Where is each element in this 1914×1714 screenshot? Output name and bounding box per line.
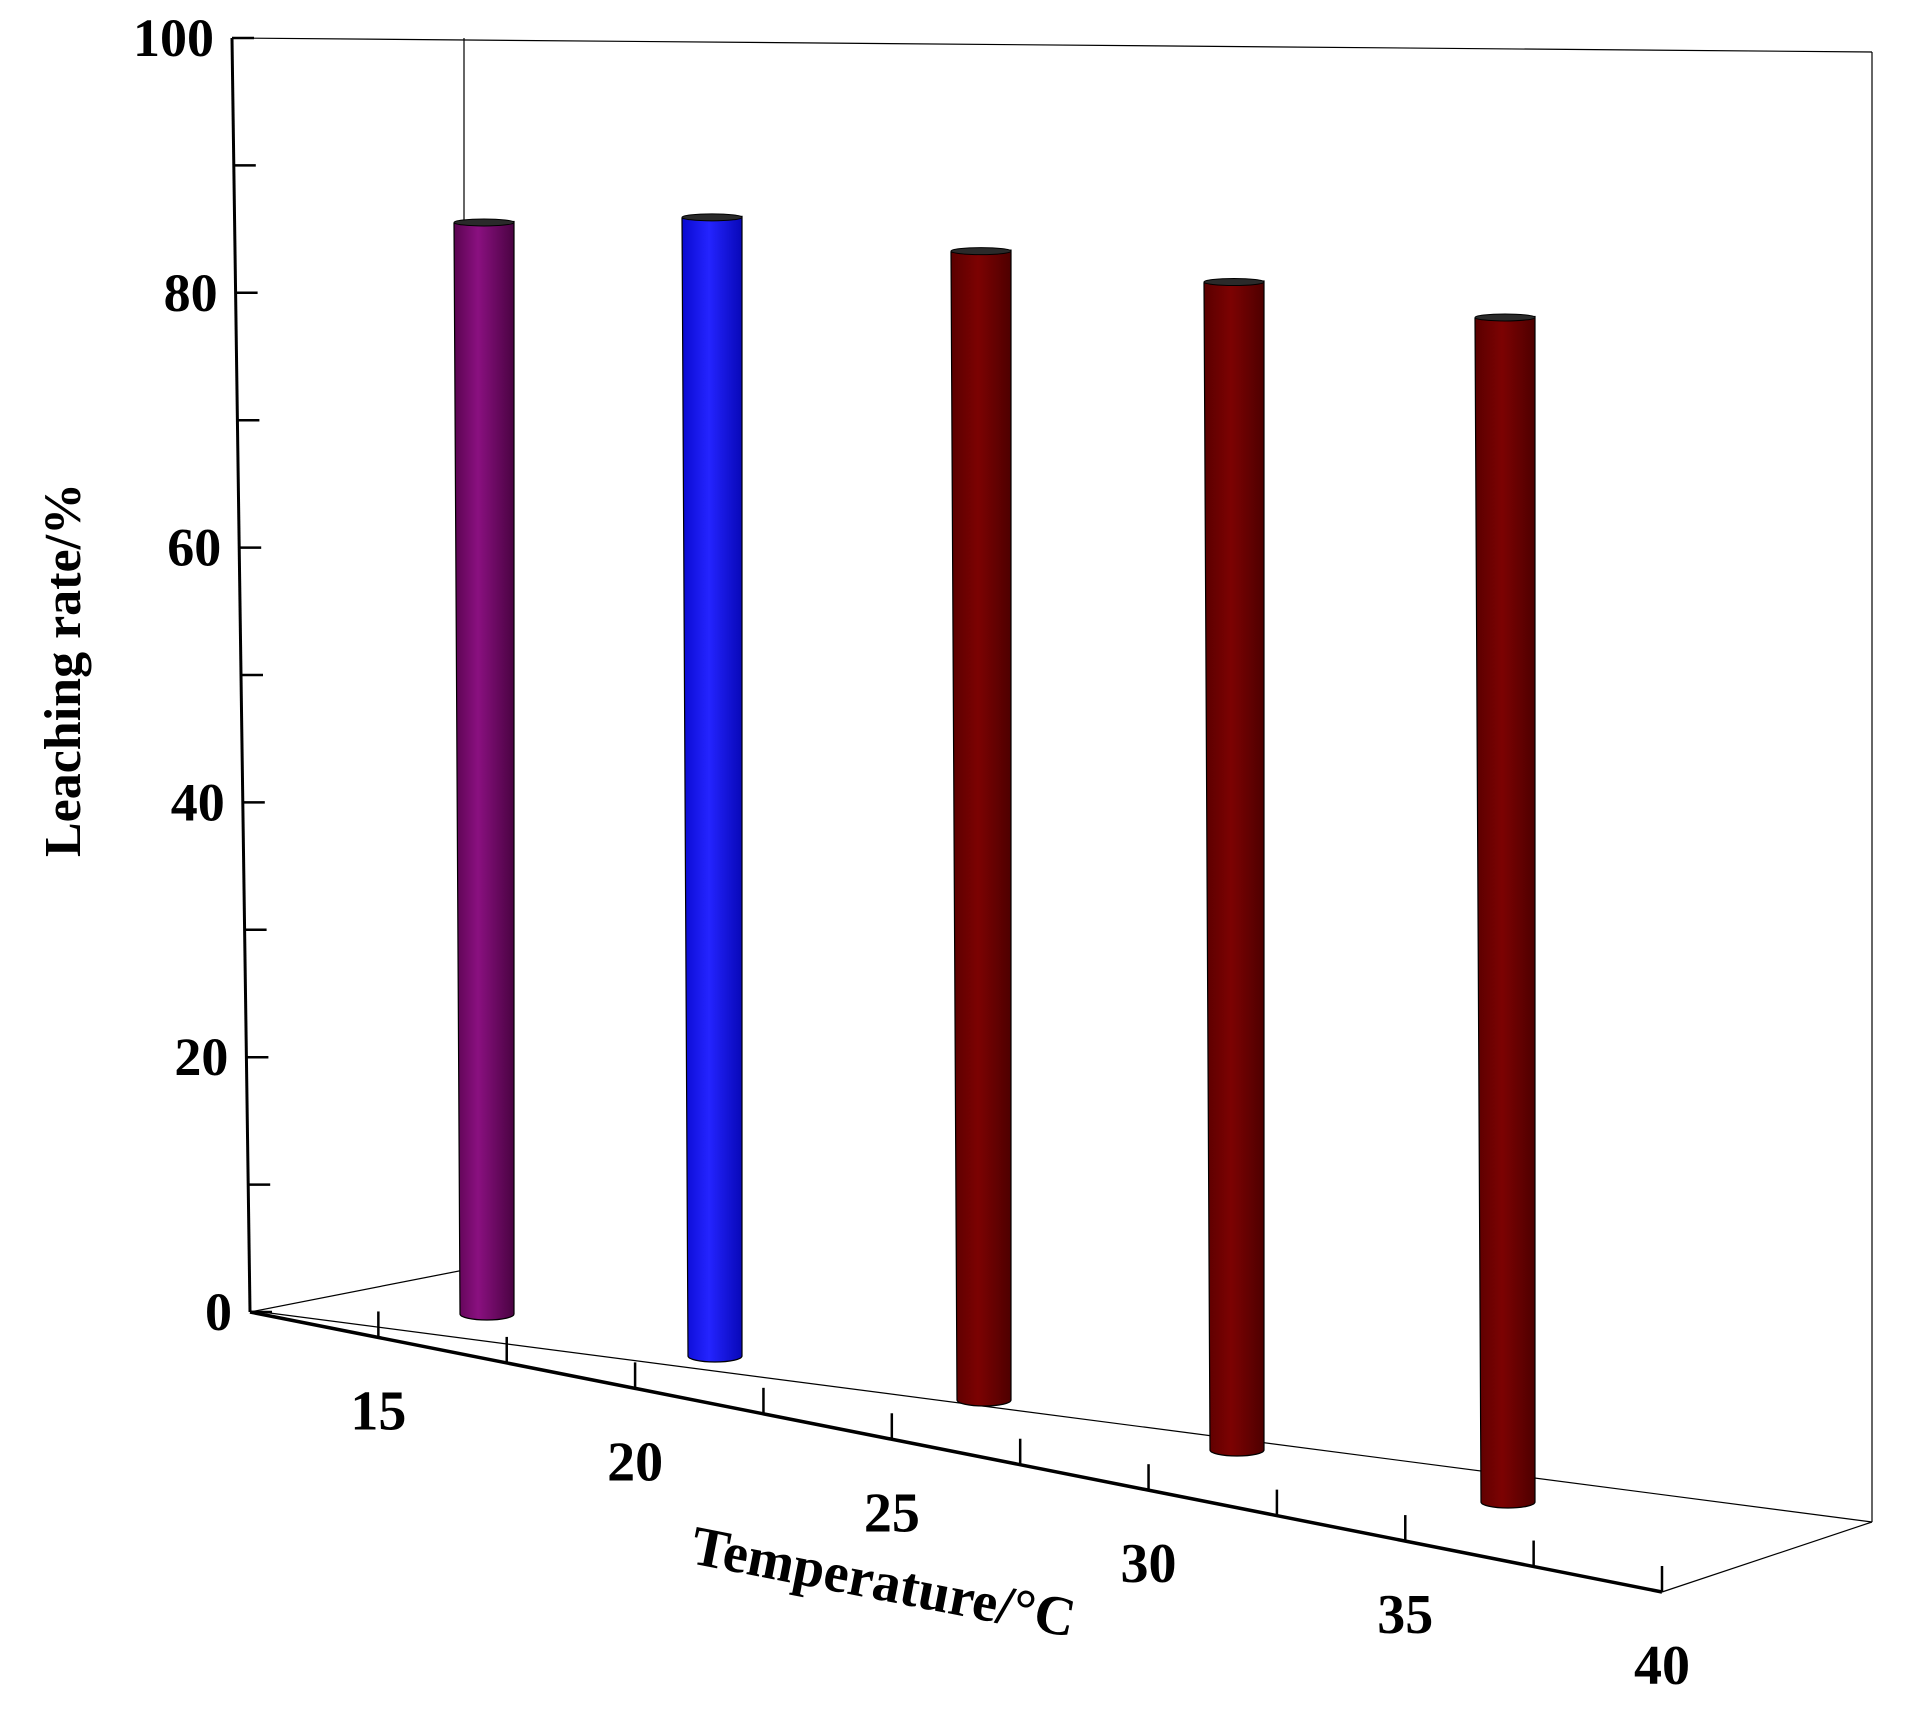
back-top-edge xyxy=(231,37,1873,53)
bar-25 xyxy=(950,247,1012,1407)
bars xyxy=(453,213,1536,1509)
bar-35 xyxy=(1474,313,1536,1509)
x-tick-label: 25 xyxy=(864,1482,920,1544)
x-axis-line xyxy=(249,1310,1663,1594)
bar-top-cap xyxy=(681,213,743,222)
y-tick-label: 40 xyxy=(171,772,225,832)
x-tick-label: 20 xyxy=(607,1431,663,1493)
y-tick-label: 0 xyxy=(205,1282,232,1342)
y-axis-ticks: 0 20 40 60 80 100 xyxy=(133,8,272,1342)
y-axis-title: Leaching rate/% xyxy=(35,483,92,857)
x-tick-label: 30 xyxy=(1121,1533,1177,1595)
x-tick-label: 15 xyxy=(350,1380,406,1442)
bar-15 xyxy=(453,218,515,1321)
y-tick-label: 100 xyxy=(133,8,214,68)
bar-body xyxy=(453,220,515,1321)
floor-left-edge xyxy=(249,1269,465,1313)
bar-top-cap xyxy=(453,218,515,227)
floor-right-edge xyxy=(1661,1521,1873,1593)
x-axis-ticks: 15 20 25 30 35 40 xyxy=(350,1311,1690,1697)
bar-body xyxy=(1474,315,1536,1509)
bar-body xyxy=(681,215,743,1363)
bar-body xyxy=(950,249,1012,1407)
bar-top-cap xyxy=(1474,313,1536,322)
bar-30 xyxy=(1203,278,1265,1457)
bar-20 xyxy=(681,213,743,1363)
x-tick-label: 40 xyxy=(1634,1635,1690,1697)
bar-top-cap xyxy=(950,247,1012,256)
back-bottom-edge xyxy=(261,1311,1873,1523)
y-tick-label: 60 xyxy=(167,518,221,578)
bar-body xyxy=(1203,280,1265,1457)
bar-top-cap xyxy=(1203,278,1265,287)
y-tick-label: 20 xyxy=(174,1027,228,1087)
x-tick-label: 35 xyxy=(1377,1584,1433,1646)
y-tick-label: 80 xyxy=(164,263,218,323)
